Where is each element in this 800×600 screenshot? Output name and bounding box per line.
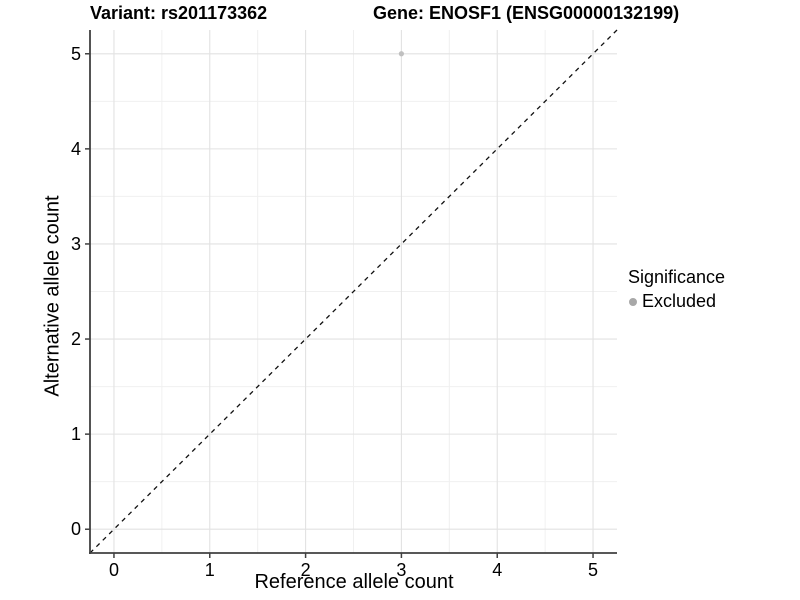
x-tick-label: 4 <box>492 560 502 580</box>
y-tick-label: 5 <box>71 44 81 64</box>
y-tick-label: 4 <box>71 139 81 159</box>
legend-item-label: Excluded <box>642 291 717 311</box>
y-tick-label: 3 <box>71 234 81 254</box>
legend-item-excluded: Excluded <box>628 291 725 312</box>
y-tick-label: 1 <box>71 424 81 444</box>
x-tick-label: 2 <box>301 560 311 580</box>
y-tick-label: 0 <box>71 519 81 539</box>
legend: Significance Excluded <box>628 267 725 312</box>
x-tick-label: 3 <box>396 560 406 580</box>
x-axis-title: Reference allele count <box>254 571 454 593</box>
plot-title-gene: Gene: ENOSF1 (ENSG00000132199) <box>373 3 680 23</box>
plot-title-variant: Variant: rs201173362 <box>90 3 268 23</box>
x-tick-label: 1 <box>205 560 215 580</box>
y-axis-title: Alternative allele count <box>41 195 64 397</box>
y-tick-label: 2 <box>71 329 81 349</box>
legend-point-icon <box>629 297 637 306</box>
identity-line <box>89 29 618 554</box>
x-tick-label: 5 <box>588 560 598 580</box>
legend-title: Significance <box>628 267 726 287</box>
x-tick-label: 0 <box>109 560 119 580</box>
data-point-excluded <box>398 51 405 57</box>
